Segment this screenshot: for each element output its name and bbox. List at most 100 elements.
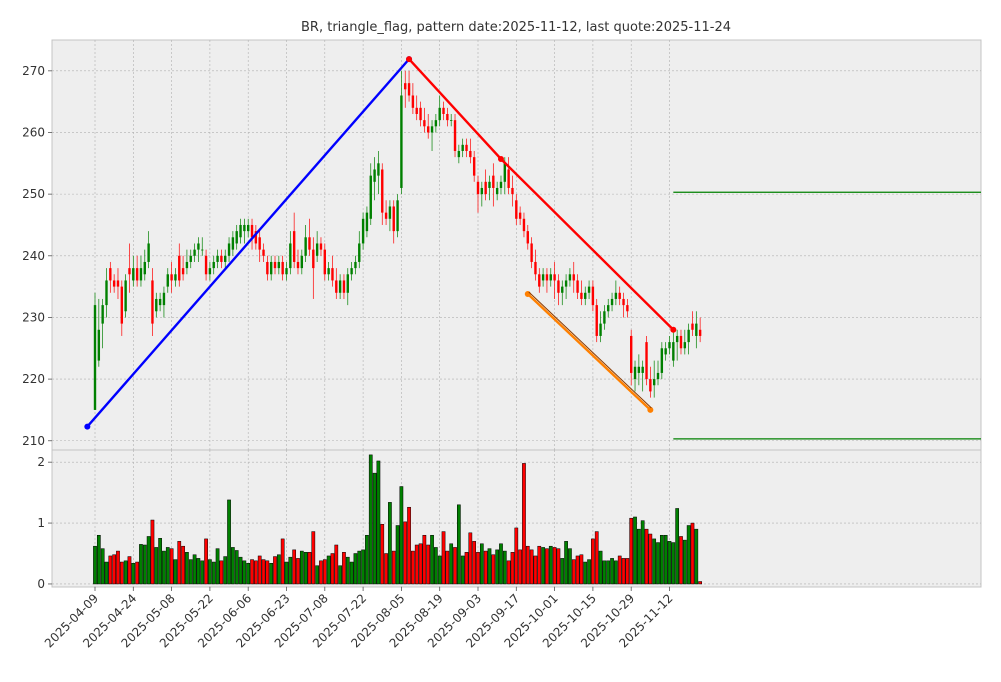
candle-body bbox=[549, 274, 552, 281]
candle-body bbox=[224, 255, 227, 262]
volume-bar bbox=[591, 538, 595, 585]
candle-body bbox=[518, 212, 522, 219]
volume-bar bbox=[211, 561, 216, 585]
candle-body bbox=[346, 274, 349, 293]
flag_lower-point bbox=[524, 291, 531, 298]
volume-bar bbox=[533, 555, 538, 585]
candle-body bbox=[350, 268, 353, 275]
candle-body bbox=[595, 305, 598, 336]
candle-body bbox=[568, 274, 572, 281]
candle bbox=[430, 120, 434, 151]
candle-body bbox=[427, 126, 430, 133]
candle-body bbox=[557, 280, 560, 293]
candle bbox=[216, 249, 219, 269]
candle-body bbox=[369, 175, 372, 219]
candle-body bbox=[442, 107, 445, 114]
candle bbox=[308, 218, 311, 256]
candle bbox=[285, 261, 288, 281]
volume-bar bbox=[330, 553, 335, 585]
candle bbox=[289, 231, 292, 275]
candle bbox=[614, 280, 618, 306]
candle-body bbox=[381, 169, 384, 213]
candle-body bbox=[683, 342, 687, 349]
volume-bar bbox=[165, 547, 170, 585]
candle-body bbox=[281, 261, 284, 275]
volume-bar bbox=[614, 560, 618, 585]
candle bbox=[300, 249, 304, 275]
candle-body bbox=[530, 243, 533, 262]
volume-bar bbox=[326, 555, 331, 585]
volume-bar bbox=[491, 554, 496, 585]
candle bbox=[534, 249, 537, 281]
volume-bar bbox=[123, 560, 128, 585]
candle bbox=[538, 268, 541, 293]
volume-bar bbox=[679, 536, 683, 585]
candle-body bbox=[538, 274, 541, 287]
candle bbox=[591, 280, 595, 312]
volume-bar bbox=[223, 556, 228, 585]
candle bbox=[231, 231, 235, 256]
candle bbox=[269, 255, 273, 281]
candle-body bbox=[147, 243, 150, 262]
candle-body bbox=[269, 261, 273, 275]
candle-body bbox=[120, 286, 124, 324]
candle-body bbox=[109, 268, 112, 281]
candle-body bbox=[576, 280, 579, 293]
candle-body bbox=[641, 366, 644, 373]
candle bbox=[698, 317, 702, 343]
volume-bar bbox=[93, 545, 97, 585]
candle-body bbox=[158, 298, 162, 306]
candle-body bbox=[231, 237, 235, 250]
candle-body bbox=[614, 292, 618, 299]
candle bbox=[584, 286, 587, 306]
volume-bar bbox=[663, 534, 668, 585]
volume-bar bbox=[181, 545, 185, 585]
candle bbox=[668, 335, 671, 355]
volume-bar bbox=[487, 548, 492, 585]
volume-bar bbox=[116, 550, 120, 585]
volume-tick-label: 1 bbox=[37, 516, 45, 530]
volume-bar bbox=[637, 528, 641, 585]
candle-body bbox=[124, 280, 127, 312]
volume-bar bbox=[522, 463, 526, 585]
candle bbox=[419, 101, 422, 127]
candle bbox=[472, 150, 476, 182]
volume-bar bbox=[502, 550, 507, 585]
candle bbox=[641, 360, 644, 392]
candle-body bbox=[112, 280, 116, 287]
candle-body bbox=[626, 305, 629, 312]
candle-body bbox=[580, 292, 583, 299]
candle bbox=[128, 243, 131, 293]
volume-bar bbox=[460, 555, 465, 585]
candle bbox=[660, 342, 664, 380]
volume-bar bbox=[556, 548, 561, 585]
candle-body bbox=[197, 243, 200, 250]
candle bbox=[323, 243, 326, 281]
volume-bar bbox=[108, 555, 113, 585]
candle-body bbox=[289, 243, 292, 269]
price-tick-label: 230 bbox=[22, 310, 45, 324]
candle-body bbox=[587, 286, 591, 293]
candle-body bbox=[373, 169, 376, 182]
candle-body bbox=[633, 366, 637, 380]
candle bbox=[162, 286, 166, 318]
candle-body bbox=[388, 206, 392, 219]
candle-body bbox=[162, 292, 166, 306]
volume-bar bbox=[334, 544, 339, 585]
volume-bar bbox=[162, 550, 166, 585]
candle bbox=[361, 212, 365, 250]
candle-body bbox=[545, 274, 549, 281]
candle-body bbox=[599, 323, 602, 336]
candle-body bbox=[266, 261, 269, 275]
volume-bar bbox=[254, 560, 258, 585]
candle bbox=[262, 243, 265, 262]
candle-body bbox=[465, 144, 468, 151]
volume-bar bbox=[629, 517, 634, 585]
candle bbox=[415, 95, 418, 121]
candle bbox=[338, 274, 342, 299]
volume-bar bbox=[568, 548, 572, 585]
candle bbox=[672, 329, 675, 367]
candle-body bbox=[564, 280, 568, 287]
